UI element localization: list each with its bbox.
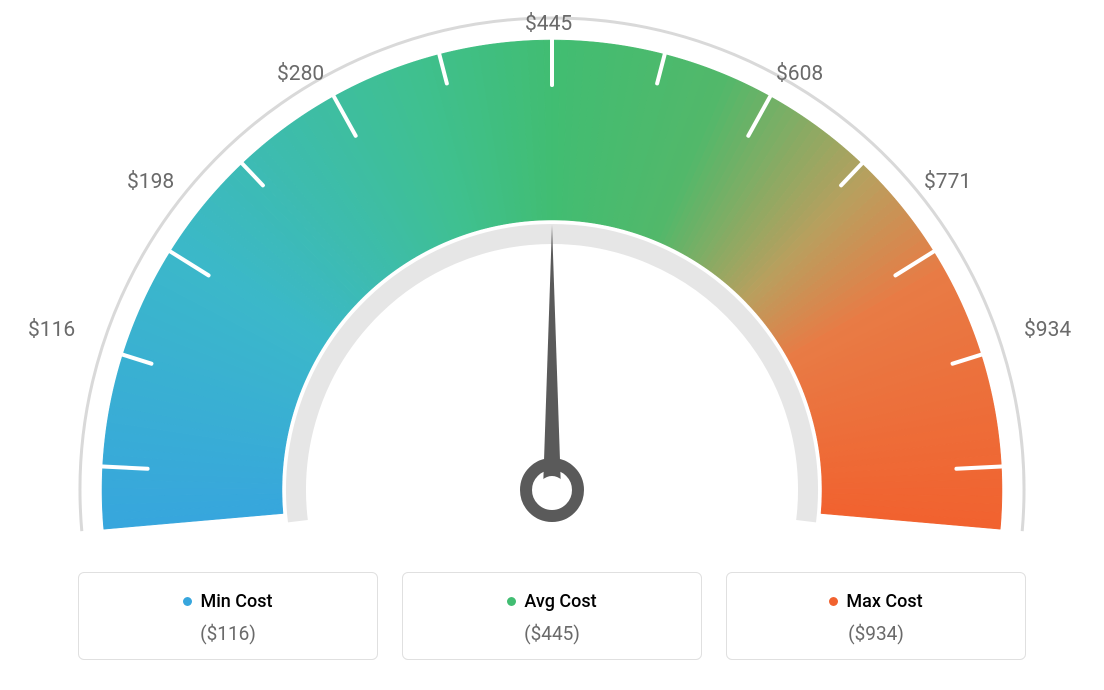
gauge-tick-label: $198 [127,170,174,194]
legend-label-avg: Avg Cost [524,591,596,612]
gauge-area: $116 $198 $280 $445 $608 $771 $934 [0,0,1104,560]
gauge-tick-label: $771 [924,170,971,194]
legend-title-avg: Avg Cost [507,591,596,612]
legend-card-min: Min Cost ($116) [78,572,378,660]
legend-card-avg: Avg Cost ($445) [402,572,702,660]
legend-value-max: ($934) [727,622,1025,645]
legend-value-min: ($116) [79,622,377,645]
legend-title-min: Min Cost [183,591,272,612]
legend-dot-max [829,597,838,606]
legend-row: Min Cost ($116) Avg Cost ($445) Max Cost… [0,572,1104,660]
legend-card-max: Max Cost ($934) [726,572,1026,660]
legend-dot-avg [507,597,516,606]
chart-container: $116 $198 $280 $445 $608 $771 $934 Min Cost ($… [0,0,1104,690]
legend-dot-min [183,597,192,606]
legend-title-max: Max Cost [829,591,922,612]
gauge-tick-label: $934 [1024,318,1071,342]
gauge-tick-label: $280 [277,62,324,86]
gauge-tick-label: $445 [525,12,572,36]
legend-label-min: Min Cost [200,591,272,612]
gauge-svg [0,0,1104,560]
gauge-tick-label: $116 [28,318,75,342]
gauge-tick-label: $608 [776,62,823,86]
legend-label-max: Max Cost [846,591,922,612]
legend-value-avg: ($445) [403,622,701,645]
